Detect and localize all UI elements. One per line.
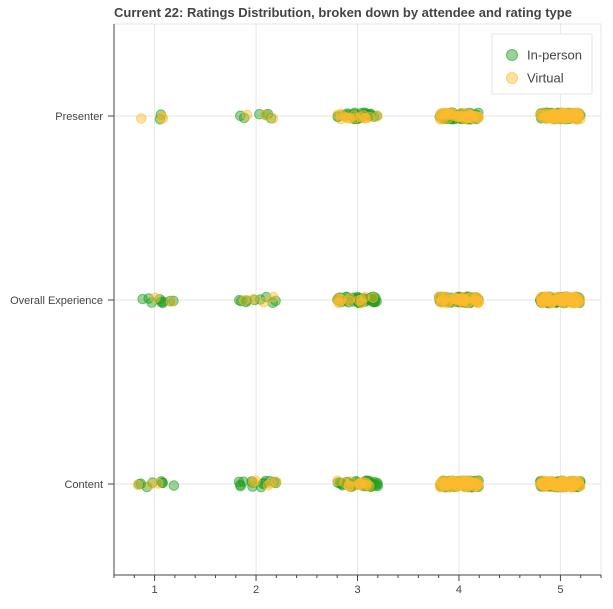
point-virtual [472,295,483,307]
point-virtual [541,111,553,123]
point-virtual [573,108,585,119]
point-virtual [241,109,253,121]
point-virtual [157,112,169,124]
point-virtual [265,477,277,489]
point-virtual [436,476,447,488]
point-virtual [362,479,373,491]
legend: In-person Virtual [491,33,593,95]
point-virtual [248,293,259,305]
point-virtual [553,110,565,122]
point-virtual [359,291,371,303]
point-virtual [435,108,446,120]
point-in-person [168,480,180,491]
point-virtual [542,292,554,304]
y-axis-ticks: Presenter Overall Experience Content [10,111,114,491]
point-virtual [145,479,156,490]
point-virtual [460,110,472,122]
point-virtual [543,477,555,488]
point-virtual [150,292,161,304]
point-virtual [367,292,379,304]
point-virtual [153,478,164,489]
point-virtual [454,477,466,489]
y-tick-label: Presenter [55,111,103,123]
legend-label-in-person: In-person [527,48,582,63]
point-virtual [335,109,347,120]
scatter-points [132,107,586,493]
point-virtual [372,110,383,122]
point-virtual [471,292,483,303]
legend-label-virtual: Virtual [527,71,564,86]
chart-title: Current 22: Ratings Distribution, broken… [114,5,572,20]
point-virtual [332,293,344,305]
point-in-person [157,477,168,489]
point-in-person [372,480,383,492]
point-virtual [345,476,356,487]
point-virtual [535,109,546,120]
point-virtual [353,295,365,306]
point-virtual [267,113,279,124]
point-virtual [565,481,577,493]
point-virtual [564,292,575,303]
x-tick-label: 4 [456,584,462,596]
point-virtual [574,296,585,307]
y-tick-label: Content [64,479,103,491]
point-virtual [557,475,569,487]
point-virtual [239,294,250,306]
point-virtual [268,291,279,303]
point-virtual [332,109,343,121]
point-virtual [165,296,177,307]
point-virtual [446,107,458,118]
x-tick-label: 1 [152,584,158,596]
legend-marker-in-person [506,49,518,61]
point-virtual [470,110,481,122]
x-tick-label: 5 [557,584,563,596]
point-virtual [136,113,147,124]
point-virtual [556,297,568,308]
point-in-person [235,479,246,491]
point-virtual [438,108,449,119]
point-virtual [437,291,449,303]
x-tick-label: 2 [253,584,259,596]
point-in-person [137,293,148,305]
point-virtual [132,479,144,491]
x-tick-label: 3 [354,584,360,596]
x-axis-ticks: 1 2 3 4 5 [113,575,602,596]
point-virtual [452,294,463,306]
point-virtual [574,480,586,492]
point-in-person [371,477,383,489]
y-tick-label: Overall Experience [10,295,103,307]
point-virtual [545,298,557,309]
point-virtual [250,475,261,487]
point-virtual [360,112,372,124]
point-virtual [258,297,270,308]
legend-marker-virtual [506,72,518,84]
legend-box [491,33,593,95]
point-virtual [348,110,360,121]
